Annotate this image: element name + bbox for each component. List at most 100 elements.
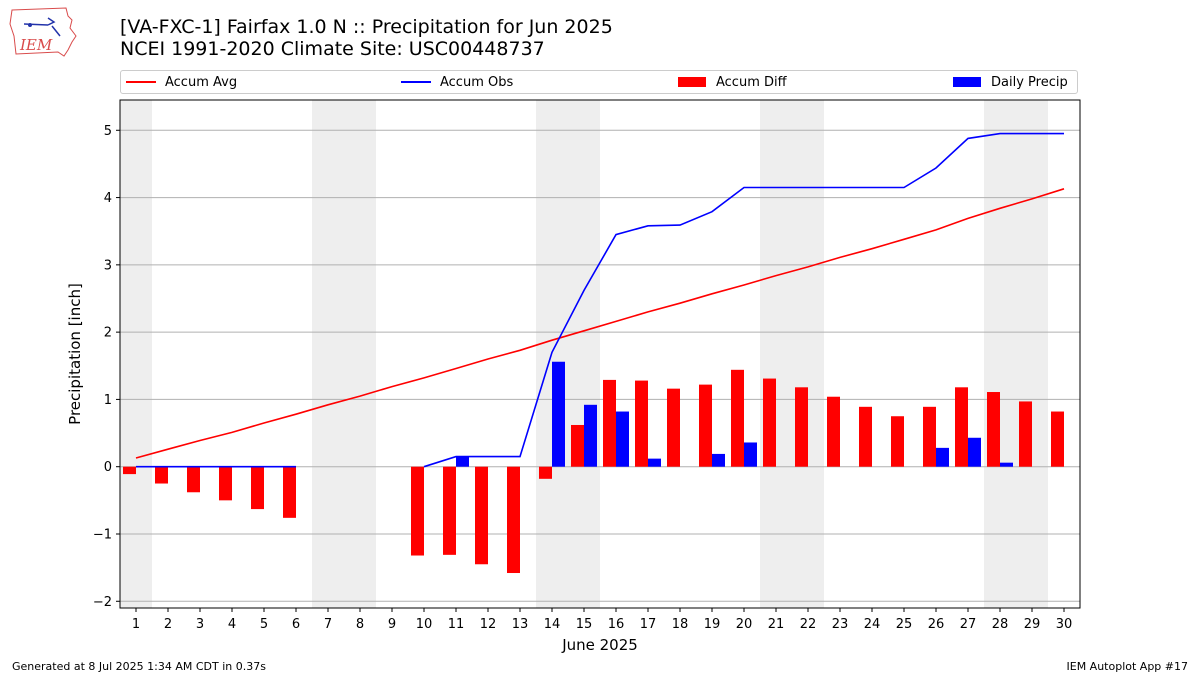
diff-bar-day-24 (859, 406, 872, 467)
diff-bar-day-6 (283, 466, 296, 518)
accum-obs-line-seg-1 (423, 132, 1064, 468)
xtick-label-29: 29 (1024, 617, 1041, 632)
diff-bar-day-17 (635, 380, 648, 467)
chart-title: [VA-FXC-1] Fairfax 1.0 N :: Precipitatio… (120, 16, 613, 60)
xtick-label-4: 4 (228, 617, 236, 632)
legend-label-accum-avg: Accum Avg (165, 74, 238, 90)
x-axis-label: June 2025 (561, 636, 638, 654)
daily-bar-day-19 (712, 453, 725, 467)
svg-text:IEM: IEM (19, 36, 53, 54)
xtick-label-9: 9 (388, 617, 396, 632)
xtick-label-14: 14 (544, 617, 561, 632)
daily-bar-day-11 (456, 456, 469, 467)
daily-bar-day-16 (616, 411, 629, 467)
legend-label-daily-precip: Daily Precip (991, 74, 1068, 90)
legend-swatch-accum-avg (126, 81, 156, 83)
xtick-label-17: 17 (640, 617, 657, 632)
xtick-label-13: 13 (512, 617, 529, 632)
diff-bar-day-11 (443, 466, 456, 555)
ytick-label-1: −1 (93, 527, 112, 542)
weekend-shade-0 (120, 100, 152, 608)
ytick-label-6: 4 (104, 191, 112, 206)
diff-bar-day-20 (731, 369, 744, 467)
xtick-label-2: 2 (164, 617, 172, 632)
diff-bar-day-2 (155, 466, 168, 484)
diff-bar-day-4 (219, 466, 232, 501)
diff-bar-day-14 (539, 466, 552, 479)
diff-bar-day-13 (507, 466, 520, 574)
daily-bar-day-14 (552, 361, 565, 467)
xtick-label-10: 10 (416, 617, 433, 632)
diff-bar-day-5 (251, 466, 264, 510)
xtick-label-24: 24 (864, 617, 881, 632)
diff-bar-day-22 (795, 387, 808, 467)
title-line-2: NCEI 1991-2020 Climate Site: USC00448737 (120, 38, 545, 60)
legend-swatch-accum-obs (401, 81, 431, 83)
xtick-label-1: 1 (132, 617, 140, 632)
footer-app: IEM Autoplot App #17 (1066, 660, 1189, 673)
legend-item-daily-precip: Daily Precip (953, 71, 1068, 93)
daily-bar-day-15 (584, 404, 597, 467)
weekend-shade-1 (312, 100, 376, 608)
diff-bar-day-15 (571, 424, 584, 467)
xtick-label-22: 22 (800, 617, 817, 632)
legend-label-accum-obs: Accum Obs (440, 74, 514, 90)
xtick-label-8: 8 (356, 617, 364, 632)
xtick-label-30: 30 (1056, 617, 1073, 632)
xtick-label-19: 19 (704, 617, 721, 632)
xtick-label-26: 26 (928, 617, 945, 632)
legend-swatch-daily-precip (953, 77, 981, 87)
xtick-label-21: 21 (768, 617, 785, 632)
ytick-label-7: 5 (104, 124, 112, 139)
xtick-label-15: 15 (576, 617, 593, 632)
legend-item-accum-diff: Accum Diff (678, 71, 787, 93)
plot-frame (119, 99, 1081, 609)
xtick-label-23: 23 (832, 617, 849, 632)
xtick-label-28: 28 (992, 617, 1009, 632)
ytick-label-0: −2 (93, 595, 112, 610)
xtick-label-5: 5 (260, 617, 268, 632)
xtick-label-6: 6 (292, 617, 300, 632)
diff-bar-day-25 (891, 416, 904, 467)
diff-bar-day-28 (987, 392, 1000, 467)
title-line-1: [VA-FXC-1] Fairfax 1.0 N :: Precipitatio… (120, 16, 613, 38)
diff-bar-day-16 (603, 379, 616, 467)
diff-bar-day-23 (827, 396, 840, 467)
xtick-label-11: 11 (448, 617, 465, 632)
xtick-label-25: 25 (896, 617, 913, 632)
diff-bar-day-30 (1051, 411, 1064, 467)
diff-bar-day-18 (667, 388, 680, 467)
chart-legend: Accum Avg Accum Obs Accum Diff Daily Pre… (120, 70, 1078, 94)
diff-bar-day-12 (475, 466, 488, 565)
diff-bar-day-29 (1019, 401, 1032, 467)
xtick-label-16: 16 (608, 617, 625, 632)
accum-avg-line-seg-0 (135, 188, 1065, 459)
ytick-label-3: 1 (104, 393, 112, 408)
daily-bar-day-17 (648, 458, 661, 467)
legend-swatch-accum-diff (678, 77, 706, 87)
xtick-label-7: 7 (324, 617, 332, 632)
diff-bar-day-26 (923, 406, 936, 467)
diff-bar-day-1 (123, 466, 136, 475)
xtick-label-18: 18 (672, 617, 689, 632)
y-axis-label: Precipitation [inch] (66, 283, 84, 425)
diff-bar-day-3 (187, 466, 200, 493)
xtick-label-3: 3 (196, 617, 204, 632)
ytick-label-2: 0 (104, 460, 112, 475)
legend-label-accum-diff: Accum Diff (716, 74, 787, 90)
footer-generated: Generated at 8 Jul 2025 1:34 AM CDT in 0… (12, 660, 266, 673)
ytick-label-4: 2 (104, 326, 112, 341)
diff-bar-day-27 (955, 387, 968, 467)
xtick-label-27: 27 (960, 617, 977, 632)
diff-bar-day-21 (763, 378, 776, 467)
legend-item-accum-obs: Accum Obs (401, 71, 513, 93)
daily-bar-day-28 (1000, 462, 1013, 467)
xtick-label-12: 12 (480, 617, 497, 632)
weekend-shade-3 (760, 100, 824, 608)
daily-bar-day-27 (968, 437, 981, 467)
xtick-label-20: 20 (736, 617, 753, 632)
legend-item-accum-avg: Accum Avg (126, 71, 237, 93)
diff-bar-day-10 (411, 466, 424, 556)
diff-bar-day-19 (699, 384, 712, 467)
